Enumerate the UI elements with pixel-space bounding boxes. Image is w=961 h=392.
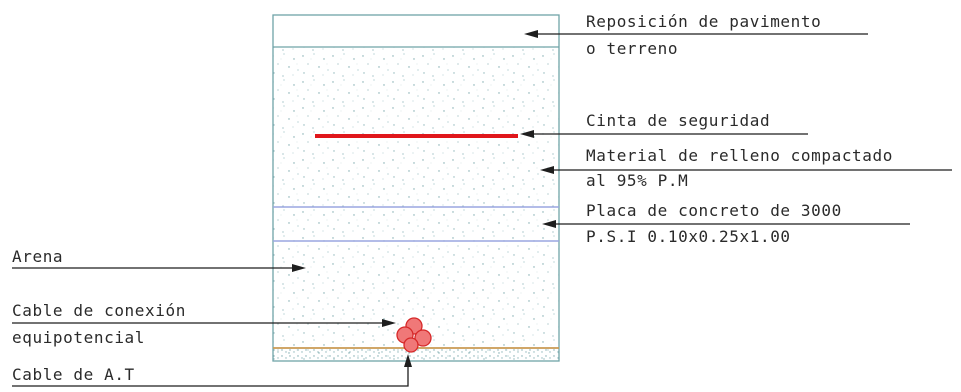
label-fill-line1: Material de relleno compactado: [586, 146, 893, 165]
leader-ht-cable: [12, 354, 412, 387]
label-bonding-cable-line1: Cable de conexión: [12, 301, 186, 320]
pavement-layer: [273, 15, 559, 47]
leader-fill-material: [540, 166, 952, 174]
cable-bundle: [396, 317, 432, 353]
trench-outline: [272, 14, 560, 362]
label-slab-line2: P.S.I 0.10x0.25x1.00: [586, 227, 791, 246]
label-safety-tape: Cinta de seguridad: [586, 111, 770, 130]
leader-sand: [12, 264, 306, 272]
leader-safety-tape: [520, 130, 808, 138]
leader-bonding-cable: [12, 319, 396, 327]
trench: [272, 14, 560, 362]
leader-pavement: [524, 30, 868, 38]
bedding-layer: [273, 348, 559, 361]
cable-conductor: [414, 329, 432, 347]
label-slab-line1: Placa de concreto de 3000: [586, 201, 842, 220]
leader-concrete-slab: [542, 220, 910, 228]
trench-fill-stipple: [273, 47, 559, 361]
label-sand: Arena: [12, 247, 63, 266]
label-bonding-cable-line2: equipotencial: [12, 328, 145, 347]
cable-conductor: [403, 337, 419, 353]
label-ht-cable: Cable de A.T: [12, 365, 135, 384]
label-fill-line2: al 95% P.M: [586, 171, 688, 190]
label-pavement-line2: o terreno: [586, 39, 678, 58]
label-pavement-line1: Reposición de pavimento: [586, 12, 821, 31]
